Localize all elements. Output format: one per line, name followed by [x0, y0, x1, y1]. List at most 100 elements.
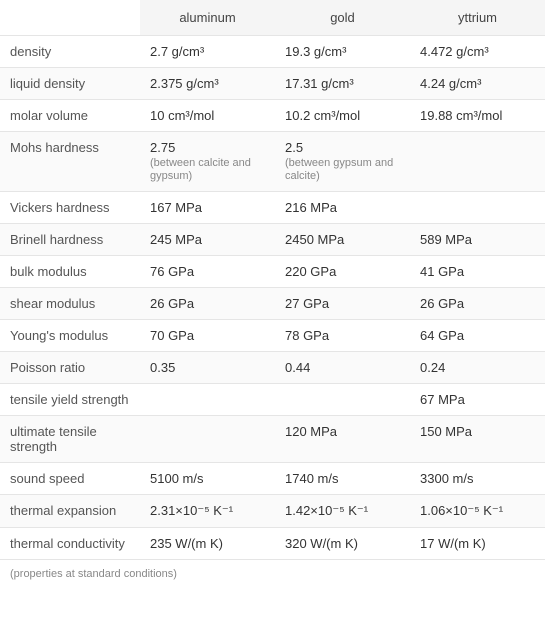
- property-name: Young's modulus: [0, 320, 140, 352]
- property-value: 27 GPa: [275, 288, 410, 320]
- value-text: 2.7 g/cm³: [150, 44, 204, 59]
- value-text: 120 MPa: [285, 424, 337, 439]
- value-text: 150 MPa: [420, 424, 472, 439]
- property-value: 245 MPa: [140, 224, 275, 256]
- property-value: 1.42×10⁻⁵ K⁻¹: [275, 495, 410, 528]
- property-value: 70 GPa: [140, 320, 275, 352]
- property-value: 1.06×10⁻⁵ K⁻¹: [410, 495, 545, 528]
- value-text: 2.31×10⁻⁵ K⁻¹: [150, 503, 233, 518]
- property-value: 216 MPa: [275, 192, 410, 224]
- property-name: shear modulus: [0, 288, 140, 320]
- property-name: Poisson ratio: [0, 352, 140, 384]
- property-name: ultimate tensile strength: [0, 416, 140, 463]
- table-row: Poisson ratio0.350.440.24: [0, 352, 545, 384]
- property-name: molar volume: [0, 100, 140, 132]
- value-text: 19.3 g/cm³: [285, 44, 346, 59]
- property-value: 0.44: [275, 352, 410, 384]
- table-row: molar volume 10 cm³/mol 10.2 cm³/mol 19.88 …: [0, 100, 545, 132]
- property-value: 67 MPa: [410, 384, 545, 416]
- value-text: 27 GPa: [285, 296, 329, 311]
- property-value: 3300 m/s: [410, 463, 545, 495]
- value-text: 78 GPa: [285, 328, 329, 343]
- property-value: 26 GPa: [140, 288, 275, 320]
- value-text: 0.44: [285, 360, 310, 375]
- value-text: 1.42×10⁻⁵ K⁻¹: [285, 503, 368, 518]
- value-text: 589 MPa: [420, 232, 472, 247]
- property-value: 76 GPa: [140, 256, 275, 288]
- value-text: 2.75: [150, 140, 175, 155]
- header-empty: [0, 0, 140, 36]
- property-value: 0.24: [410, 352, 545, 384]
- value-text: 235 W/(m K): [150, 536, 223, 551]
- value-text: 220 GPa: [285, 264, 336, 279]
- property-value: 2450 MPa: [275, 224, 410, 256]
- table-row: bulk modulus76 GPa220 GPa41 GPa: [0, 256, 545, 288]
- value-text: 19.88 cm³/mol: [420, 108, 502, 123]
- property-name: Vickers hardness: [0, 192, 140, 224]
- property-value: 2.375 g/cm³: [140, 68, 275, 100]
- property-name: tensile yield strength: [0, 384, 140, 416]
- value-text: 2450 MPa: [285, 232, 344, 247]
- value-text: 1.06×10⁻⁵ K⁻¹: [420, 503, 503, 518]
- table-row: sound speed5100 m/s1740 m/s3300 m/s: [0, 463, 545, 495]
- property-value: [140, 416, 275, 463]
- table-row: density 2.7 g/cm³ 19.3 g/cm³ 4.472 g/cm³: [0, 36, 545, 68]
- table-row: liquid density 2.375 g/cm³ 17.31 g/cm³ 4.24…: [0, 68, 545, 100]
- property-value: 167 MPa: [140, 192, 275, 224]
- property-value: [275, 384, 410, 416]
- table-body: density 2.7 g/cm³ 19.3 g/cm³ 4.472 g/cm³ liq…: [0, 36, 545, 560]
- value-text: 70 GPa: [150, 328, 194, 343]
- property-value: 17.31 g/cm³: [275, 68, 410, 100]
- property-name: density: [0, 36, 140, 68]
- property-name: Brinell hardness: [0, 224, 140, 256]
- table-row: thermal expansion 2.31×10⁻⁵ K⁻¹ 1.42×10⁻⁵ …: [0, 495, 545, 528]
- property-value: [410, 192, 545, 224]
- property-value: [140, 384, 275, 416]
- property-value: 2.7 g/cm³: [140, 36, 275, 68]
- value-text: 17.31 g/cm³: [285, 76, 354, 91]
- property-value: 589 MPa: [410, 224, 545, 256]
- properties-table: aluminum gold yttrium density2.7 g/cm³19…: [0, 0, 545, 560]
- property-name: bulk modulus: [0, 256, 140, 288]
- table-row: ultimate tensile strength 120 MPa 150 MPa: [0, 416, 545, 463]
- table-row: Young's modulus 70 GPa 78 GPa 64 GPa: [0, 320, 545, 352]
- table-row: Mohs hardness2.75(between calcite and gy…: [0, 132, 545, 192]
- table-row: Brinell hardness 245 MPa 2450 MPa 589 MPa: [0, 224, 545, 256]
- property-name: Mohs hardness: [0, 132, 140, 192]
- value-text: 4.24 g/cm³: [420, 76, 481, 91]
- value-text: 4.472 g/cm³: [420, 44, 489, 59]
- value-text: 167 MPa: [150, 200, 202, 215]
- property-value: 220 GPa: [275, 256, 410, 288]
- value-text: 216 MPa: [285, 200, 337, 215]
- value-text: 10 cm³/mol: [150, 108, 214, 123]
- property-value: 10.2 cm³/mol: [275, 100, 410, 132]
- property-name: thermal conductivity: [0, 528, 140, 560]
- property-value: 4.24 g/cm³: [410, 68, 545, 100]
- property-value: 19.3 g/cm³: [275, 36, 410, 68]
- value-text: 76 GPa: [150, 264, 194, 279]
- table-row: shear modulus 26 GPa 27 GPa 26 GPa: [0, 288, 545, 320]
- header-aluminum: aluminum: [140, 0, 275, 36]
- value-text: 245 MPa: [150, 232, 202, 247]
- property-name: thermal expansion: [0, 495, 140, 528]
- property-value: 78 GPa: [275, 320, 410, 352]
- property-value: 10 cm³/mol: [140, 100, 275, 132]
- value-text: 26 GPa: [150, 296, 194, 311]
- value-text: 26 GPa: [420, 296, 464, 311]
- value-text: 0.24: [420, 360, 445, 375]
- value-text: 2.375 g/cm³: [150, 76, 219, 91]
- property-value: 5100 m/s: [140, 463, 275, 495]
- property-value: 320 W/(m K): [275, 528, 410, 560]
- property-value: 17 W/(m K): [410, 528, 545, 560]
- property-value: 235 W/(m K): [140, 528, 275, 560]
- property-value: 26 GPa: [410, 288, 545, 320]
- value-subtext: (between gypsum and calcite): [285, 157, 400, 183]
- property-value: 19.88 cm³/mol: [410, 100, 545, 132]
- value-text: 64 GPa: [420, 328, 464, 343]
- value-text: 3300 m/s: [420, 471, 473, 486]
- property-value: 2.75(between calcite and gypsum): [140, 132, 275, 192]
- table-row: tensile yield strength 67 MPa: [0, 384, 545, 416]
- header-yttrium: yttrium: [410, 0, 545, 36]
- property-name: liquid density: [0, 68, 140, 100]
- value-text: 10.2 cm³/mol: [285, 108, 360, 123]
